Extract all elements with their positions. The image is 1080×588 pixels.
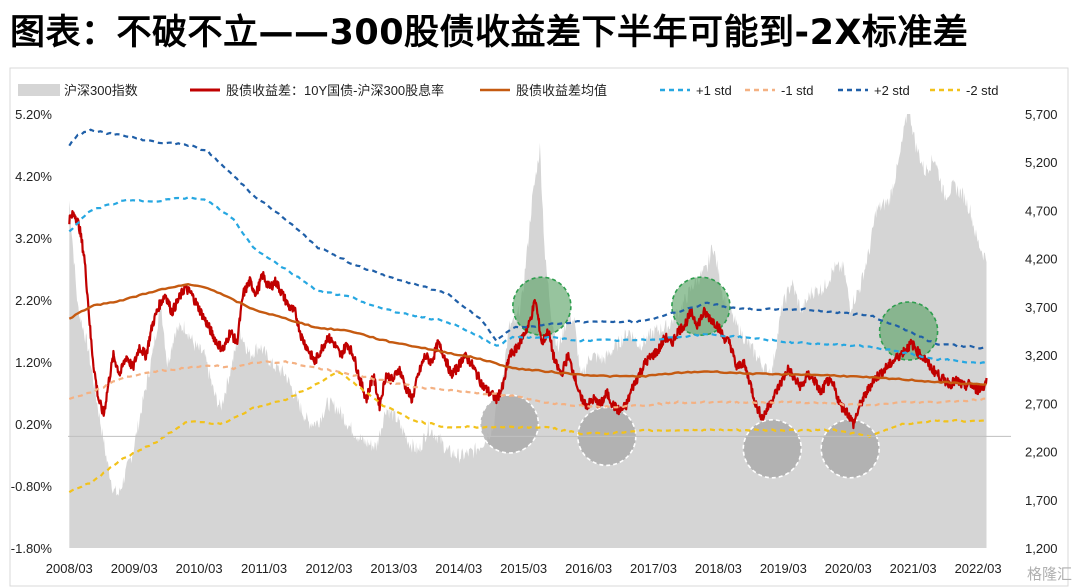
x-tick-label: 2014/03 (435, 561, 482, 576)
x-tick-label: 2009/03 (111, 561, 158, 576)
x-tick-label: 2018/03 (695, 561, 742, 576)
legend-label: 股债收益差均值 (516, 83, 607, 98)
series-line-3 (68, 196, 987, 365)
legend-label: -2 std (966, 83, 999, 98)
x-tick-label: 2017/03 (630, 561, 677, 576)
y-right-tick-label: 5,200 (1025, 155, 1058, 170)
series-line-2 (68, 282, 987, 386)
y-right-tick-label: 1,700 (1025, 493, 1058, 508)
y-right-tick-label: 3,700 (1025, 300, 1058, 315)
series-line-4 (68, 360, 987, 409)
y-right-tick-label: 2,700 (1025, 396, 1058, 411)
legend: 沪深300指数 股债收益差：10Y国债-沪深300股息率 股债收益差均值 +1 std… (18, 83, 999, 98)
y-right-tick-label: 4,700 (1025, 203, 1058, 218)
series-spread-line (68, 210, 988, 430)
y-right-tick-label: 5,700 (1025, 107, 1058, 122)
gray-highlight-circle-3 (479, 394, 540, 454)
legend-label: 股债收益差：10Y国债-沪深300股息率 (226, 83, 444, 98)
x-tick-label: 2016/03 (565, 561, 612, 576)
y-right-tick-label: 2,200 (1025, 445, 1058, 460)
y-right-tick-label: 1,200 (1025, 541, 1058, 556)
legend-label: 沪深300指数 (64, 83, 138, 98)
legend-swatch-area (18, 84, 60, 96)
gray-highlight-circle-5 (742, 418, 803, 479)
y-left-tick-label: 1.20% (15, 355, 52, 370)
y-left-tick-label: 4.20% (15, 169, 52, 184)
x-tick-label: 2012/03 (305, 561, 352, 576)
y-left-tick-label: -1.80% (11, 541, 53, 556)
series-line-6 (68, 371, 987, 494)
chart-container: 5.20% 4.20% 3.20% 2.20% 1.20% 0.20% -0.80% -1.8… (0, 66, 1080, 588)
y-right-tick-label: 3,200 (1025, 348, 1058, 363)
gray-highlight-circle-6 (820, 418, 880, 479)
x-tick-label: 2019/03 (760, 561, 807, 576)
y-right-tick-label: 4,200 (1025, 252, 1058, 267)
x-tick-label: 2008/03 (46, 561, 93, 576)
axes-layer: 5.20% 4.20% 3.20% 2.20% 1.20% 0.20% -0.80% -1.8… (11, 107, 1058, 576)
x-tick-label: 2011/03 (241, 561, 287, 576)
legend-label: +1 std (696, 83, 732, 98)
watermark-text: 格隆汇 (1026, 565, 1072, 583)
x-tick-label: 2015/03 (500, 561, 547, 576)
y-left-tick-label: 2.20% (15, 293, 52, 308)
y-left-tick-label: 5.20% (15, 107, 52, 122)
page-title: 图表：不破不立——300股债收益差下半年可能到-2X标准差 (10, 13, 969, 53)
line-layer (68, 128, 988, 494)
x-tick-label: 2022/03 (955, 561, 1002, 576)
legend-label: -1 std (781, 83, 814, 98)
spread-chart: 5.20% 4.20% 3.20% 2.20% 1.20% 0.20% -0.80% -1.8… (9, 67, 1069, 587)
y-left-tick-label: 0.20% (15, 417, 52, 432)
x-tick-label: 2010/03 (176, 561, 223, 576)
y-left-tick-label: 3.20% (15, 231, 52, 246)
legend-label: +2 std (874, 83, 910, 98)
green-highlight-circle-0 (512, 276, 572, 336)
x-tick-label: 2013/03 (370, 561, 417, 576)
x-tick-label: 2020/03 (825, 561, 872, 576)
y-left-tick-label: -0.80% (11, 479, 53, 494)
x-tick-label: 2021/03 (890, 561, 937, 576)
green-highlight-circle-2 (878, 301, 939, 361)
